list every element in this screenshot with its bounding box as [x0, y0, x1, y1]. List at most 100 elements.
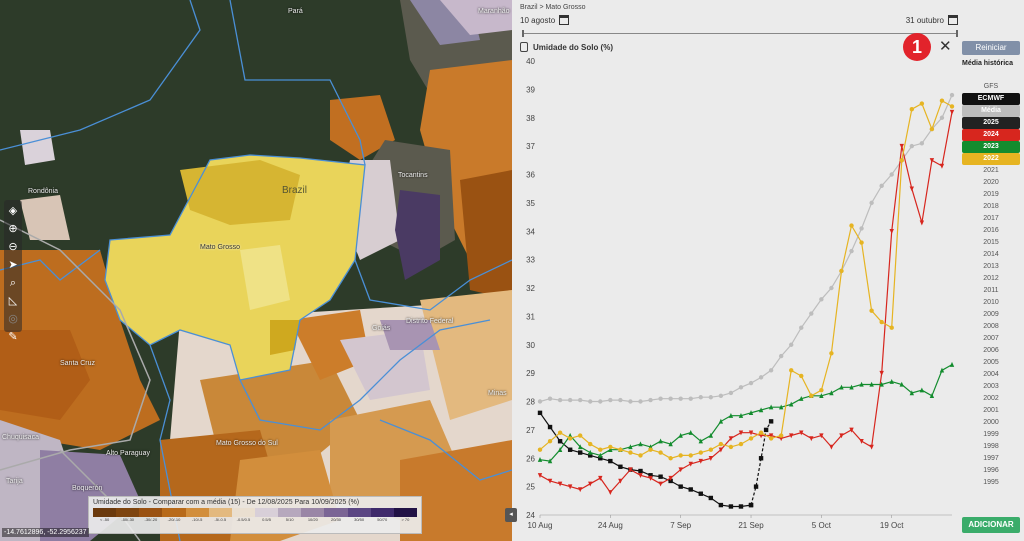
- year-toggle-2014[interactable]: 2014: [983, 251, 999, 258]
- year-toggle-2017[interactable]: 2017: [983, 215, 999, 222]
- year-toggle-2007[interactable]: 2007: [983, 335, 999, 342]
- add-button[interactable]: ADICIONAR: [962, 517, 1020, 533]
- year-toggle-2018[interactable]: 2018: [983, 203, 999, 210]
- year-toggle-2004[interactable]: 2004: [983, 371, 999, 378]
- year-toggle-2015[interactable]: 2015: [983, 239, 999, 246]
- y-tick-label: 29: [526, 369, 535, 378]
- date-range-slider[interactable]: [522, 30, 958, 37]
- series-point-ecmwf: [768, 419, 774, 424]
- year-toggle-ecmwf[interactable]: ECMWF: [962, 93, 1020, 105]
- year-toggle-1995[interactable]: 1995: [983, 479, 999, 486]
- series-point-2024: [718, 447, 724, 453]
- series-point-2023: [688, 430, 693, 435]
- series-point-ecmwf: [758, 456, 764, 461]
- year-toggle-2016[interactable]: 2016: [983, 227, 999, 234]
- series-point-2022: [678, 453, 683, 458]
- series-point-2024: [577, 487, 583, 493]
- year-toggle-2003[interactable]: 2003: [983, 383, 999, 390]
- year-toggle-1997[interactable]: 1997: [983, 455, 999, 462]
- year-toggle-2010[interactable]: 2010: [983, 299, 999, 306]
- map-label-mato-grosso-do-sul: Mato Grosso do Sul: [216, 440, 278, 447]
- close-icon[interactable]: ✕: [939, 38, 952, 55]
- series-point-média: [708, 395, 714, 400]
- series-point-média: [698, 395, 703, 400]
- year-toggle-2013[interactable]: 2013: [983, 263, 999, 270]
- year-toggle-gfs[interactable]: GFS: [983, 83, 999, 90]
- series-point-2024: [628, 467, 633, 473]
- map-label-santa-cruz: Santa Cruz: [60, 360, 96, 367]
- draw-icon[interactable]: ✎: [8, 331, 18, 343]
- year-toggle-2022[interactable]: 2022: [962, 153, 1020, 165]
- series-point-2022: [778, 433, 784, 438]
- year-toggle-2024[interactable]: 2024: [962, 129, 1020, 141]
- series-point-2023: [949, 361, 955, 367]
- series-point-2024: [738, 430, 744, 436]
- series-point-média: [537, 399, 543, 404]
- y-tick-label: 38: [526, 114, 535, 123]
- series-point-2023: [889, 378, 894, 384]
- series-point-2023: [758, 407, 764, 413]
- series-point-2023: [919, 387, 925, 393]
- year-toggle-2019[interactable]: 2019: [983, 191, 999, 198]
- year-toggle-2021[interactable]: 2021: [983, 167, 999, 174]
- legend-swatch: [139, 508, 163, 517]
- year-toggle-1998[interactable]: 1998: [983, 443, 999, 450]
- slider-start-handle[interactable]: [522, 30, 524, 37]
- series-point-2024: [638, 473, 643, 478]
- panel-toggle-button[interactable]: ◂: [505, 508, 517, 522]
- year-toggle-1996[interactable]: 1996: [983, 467, 999, 474]
- series-point-média: [758, 375, 764, 380]
- series-point-2023: [698, 438, 703, 444]
- zoom-out-icon[interactable]: ⊖: [8, 241, 18, 253]
- series-point-média: [889, 172, 894, 177]
- year-toggle-2020[interactable]: 2020: [983, 179, 999, 186]
- year-toggle-média[interactable]: Média: [962, 105, 1020, 117]
- year-toggle-2005[interactable]: 2005: [983, 359, 999, 366]
- locate-icon[interactable]: ➤: [8, 259, 18, 271]
- slider-end-handle[interactable]: [956, 30, 958, 37]
- series-point-2024: [919, 220, 925, 226]
- series-point-média: [688, 396, 693, 401]
- map-label-brazil: Brazil: [282, 185, 308, 196]
- series-point-média: [949, 92, 955, 98]
- year-toggle-2001[interactable]: 2001: [983, 407, 999, 414]
- series-point-média: [577, 397, 583, 403]
- map-view[interactable]: Pará Maranhão Rondônia Brazil Mato Gross…: [0, 0, 512, 541]
- year-toggle-2006[interactable]: 2006: [983, 347, 999, 354]
- calendar-icon[interactable]: [948, 15, 958, 25]
- year-toggle-2008[interactable]: 2008: [983, 323, 999, 330]
- series-point-média: [618, 397, 623, 403]
- start-date-picker[interactable]: 10 agosto: [520, 15, 570, 25]
- target-icon[interactable]: ◎: [8, 313, 18, 325]
- map-canvas[interactable]: [0, 0, 512, 541]
- reset-button[interactable]: Reiniciar: [962, 41, 1020, 55]
- x-tick-label: 10 Aug: [528, 521, 553, 530]
- series-point-2023: [829, 390, 834, 396]
- year-toggle-2023[interactable]: 2023: [962, 141, 1020, 153]
- year-toggle-2025[interactable]: 2025: [962, 117, 1020, 129]
- zoom-in-icon[interactable]: ⊕: [8, 223, 18, 235]
- year-toggle-2011[interactable]: 2011: [983, 287, 999, 294]
- map-label-mato-grosso: Mato Grosso: [200, 244, 241, 251]
- year-toggle-2012[interactable]: 2012: [983, 275, 999, 282]
- series-point-2022: [809, 393, 814, 399]
- year-toggle-2009[interactable]: 2009: [983, 311, 999, 318]
- legend-swatch-label: 20/30: [330, 517, 341, 522]
- series-point-2022: [688, 453, 693, 458]
- series-point-média: [547, 396, 553, 401]
- series-point-2022: [588, 441, 593, 447]
- calendar-icon[interactable]: [559, 15, 570, 25]
- year-toggle-2000[interactable]: 2000: [983, 419, 999, 426]
- map-label-distrito-federal: Distrito Federal: [406, 318, 454, 325]
- end-date-picker[interactable]: 31 outubro: [906, 15, 958, 25]
- year-toggle-2002[interactable]: 2002: [983, 395, 999, 402]
- series-point-2022: [547, 439, 553, 444]
- legend-swatch: [370, 508, 394, 517]
- measure-icon[interactable]: ◺: [8, 295, 18, 307]
- search-icon[interactable]: ⌕: [9, 277, 17, 289]
- year-toggle-1999[interactable]: 1999: [983, 431, 999, 438]
- series-point-2025: [598, 456, 603, 461]
- series-point-2022: [899, 158, 904, 163]
- map-legend: Umidade do Solo - Comparar com a média (…: [88, 496, 422, 534]
- layers-icon[interactable]: ◈: [8, 205, 18, 217]
